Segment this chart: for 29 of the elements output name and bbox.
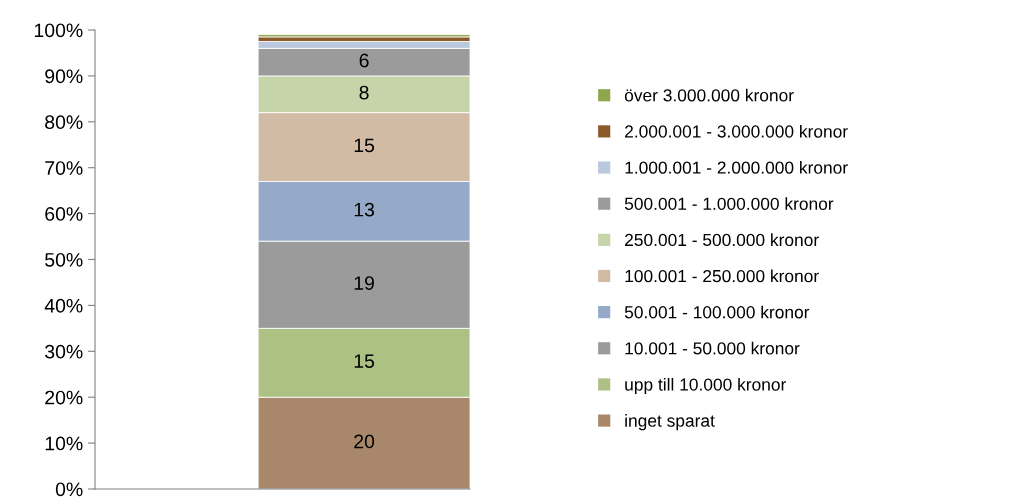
y-tick-label: 60%	[45, 207, 83, 221]
data-label: 20	[354, 434, 375, 449]
y-tick-label: 70%	[45, 161, 83, 175]
data-label: 6	[359, 53, 369, 68]
y-tick-label: 10%	[45, 436, 83, 451]
legend-label: 500.001 - 1.000.000 kronor	[624, 197, 834, 210]
y-tick-label: 50%	[45, 252, 83, 267]
y-tick-label: 0%	[55, 482, 83, 497]
data-label: 19	[354, 276, 374, 290]
data-label: 15	[354, 354, 375, 368]
legend-label: 100.001 - 250.000 kronor	[625, 269, 819, 283]
bar	[257, 34, 471, 38]
legend-label: över 3.000.000 kronor	[624, 88, 794, 102]
legend-label: 10.001 - 50.000 kronor	[625, 341, 800, 355]
y-tick-label: 100%	[34, 23, 83, 38]
y-tick-label: 30%	[45, 344, 83, 359]
legend-label: inget sparat	[625, 414, 715, 431]
legend-label: upp till 10.000 kronor	[625, 377, 787, 395]
y-tick-label: 80%	[45, 115, 83, 130]
legend-label: 50.001 - 100.000 kronor	[624, 305, 810, 319]
legend-label: 250.001 - 500.000 kronor	[625, 233, 819, 247]
y-tick-label: 90%	[45, 69, 83, 84]
legend-label: 1.000.001 - 2.000.000 kronor	[625, 161, 848, 174]
y-tick-label: 20%	[45, 390, 83, 405]
data-label: 13	[354, 202, 375, 217]
legend-label: 2.000.001 - 3.000.000 kronor	[625, 124, 848, 138]
y-tick-label: 40%	[44, 298, 83, 313]
data-label: 8	[359, 85, 369, 100]
data-label: 15	[354, 138, 375, 153]
